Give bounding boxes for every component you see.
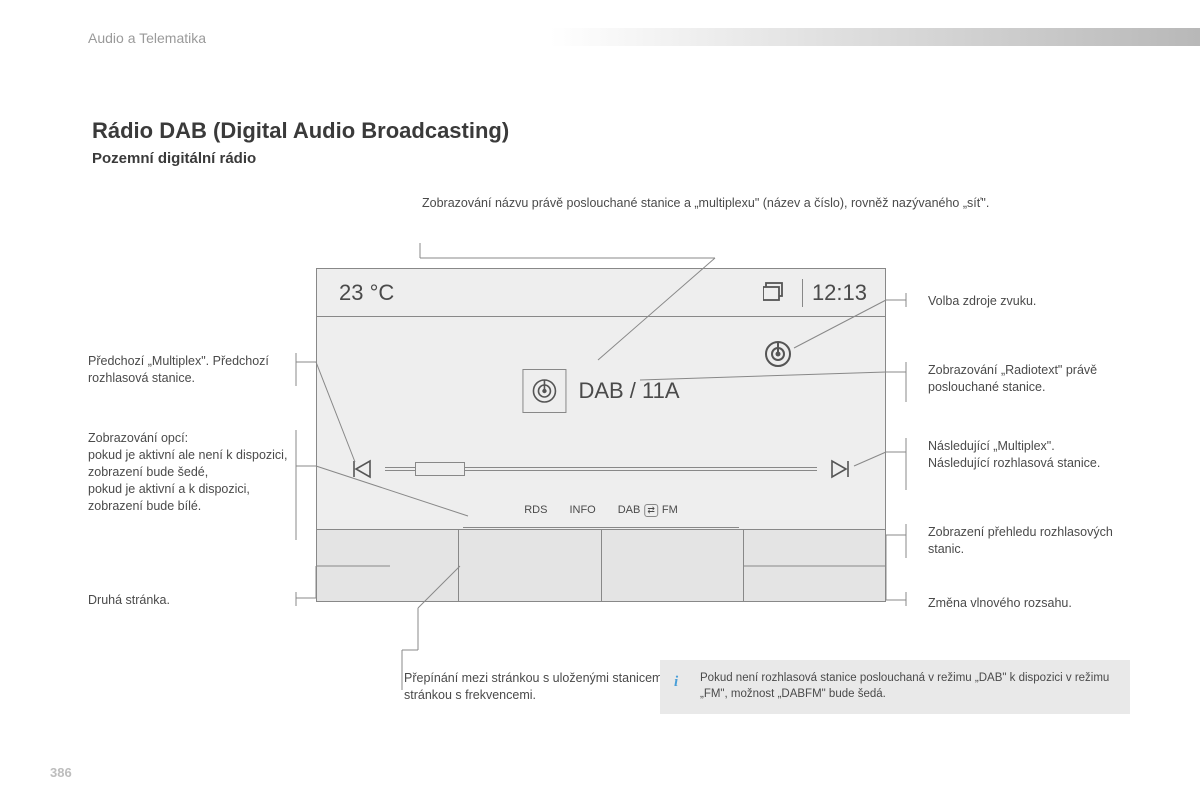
clock-display: 12:13: [812, 280, 867, 306]
callout-next-multiplex: Následující „Multiplex". Následující roz…: [928, 438, 1118, 472]
section-header: Audio a Telematika: [88, 30, 206, 46]
option-fm-label: FM: [662, 504, 678, 516]
callout-second-page: Druhá stránka.: [88, 592, 170, 609]
temperature-display: 23 °C: [339, 280, 394, 306]
swap-icon: ⇄: [644, 504, 658, 517]
radio-icon: [522, 369, 566, 413]
callout-waveband: Změna vlnového rozsahu.: [928, 595, 1072, 612]
info-icon: i: [674, 672, 678, 693]
topbar-divider: [802, 279, 803, 307]
tuning-slider-row: [351, 457, 851, 481]
source-select-icon[interactable]: [763, 339, 793, 369]
callout-station-name: Zobrazování názvu právě poslouchané stan…: [422, 195, 989, 213]
tuning-slider-thumb[interactable]: [415, 462, 465, 476]
options-rule: [463, 527, 739, 528]
preset-cells: [317, 529, 885, 601]
page-number: 386: [50, 765, 72, 780]
callout-radiotext: Zobrazování „Radiotext" právě poslouchan…: [928, 362, 1118, 396]
preset-cell-1[interactable]: [317, 530, 459, 601]
preset-cell-2[interactable]: [459, 530, 601, 601]
preset-cell-3[interactable]: [602, 530, 744, 601]
previous-button[interactable]: [351, 458, 373, 480]
page-subtitle: Pozemní digitální rádio: [92, 150, 256, 167]
option-dab-fm[interactable]: DAB ⇄ FM: [618, 504, 678, 517]
radio-screen: 23 °C 12:13 DAB / 11A: [316, 268, 886, 602]
preset-cell-4[interactable]: [744, 530, 885, 601]
windows-icon[interactable]: [763, 282, 785, 302]
page-title: Rádio DAB (Digital Audio Broadcasting): [92, 118, 509, 144]
screen-topbar: 23 °C 12:13: [317, 269, 885, 317]
dab-station-display: DAB / 11A: [522, 369, 679, 413]
options-row: RDS INFO DAB ⇄ FM: [524, 504, 678, 517]
option-rds[interactable]: RDS: [524, 504, 547, 516]
dab-station-text: DAB / 11A: [578, 378, 679, 404]
info-text: Pokud není rozhlasová stanice poslouchan…: [700, 672, 1109, 700]
info-box: i Pokud není rozhlasová stanice poslouch…: [660, 660, 1130, 714]
callout-options: Zobrazování opcí: pokud je aktivní ale n…: [88, 430, 298, 514]
next-button[interactable]: [829, 458, 851, 480]
callout-prev-multiplex: Předchozí „Multiplex". Předchozí rozhlas…: [88, 353, 288, 387]
option-dab-label: DAB: [618, 504, 641, 516]
tuning-slider-track[interactable]: [385, 467, 817, 471]
header-gradient: [550, 28, 1200, 46]
option-info[interactable]: INFO: [569, 504, 595, 516]
callout-station-overview: Zobrazení přehledu rozhlasových stanic.: [928, 524, 1118, 558]
callout-source: Volba zdroje zvuku.: [928, 293, 1036, 310]
